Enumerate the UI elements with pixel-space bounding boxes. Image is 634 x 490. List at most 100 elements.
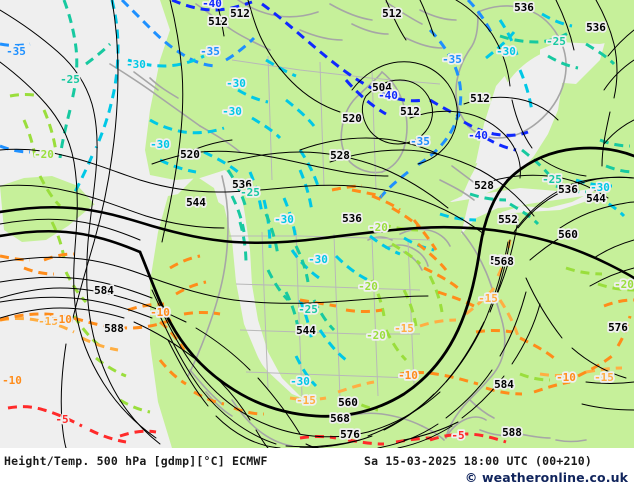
svg-text:560: 560: [558, 228, 578, 241]
svg-text:-30: -30: [126, 58, 146, 71]
svg-text:-30: -30: [590, 181, 610, 194]
forecast-map[interactable]: 512 512 512 512 512 512 536 536 536 536 504 504 512 5…: [0, 0, 634, 448]
svg-text:-30: -30: [126, 58, 146, 71]
svg-text:512: 512: [382, 7, 402, 20]
svg-text:-20: -20: [614, 278, 634, 291]
svg-text:-15: -15: [594, 371, 614, 384]
svg-text:520: 520: [180, 148, 200, 161]
svg-text:-30: -30: [150, 138, 170, 151]
svg-text:584: 584: [494, 378, 514, 391]
political-borders: [228, 55, 441, 399]
temperature-contour-label: -10-10: [554, 369, 577, 386]
svg-text:-10: -10: [556, 371, 576, 384]
svg-text:512: 512: [400, 105, 420, 118]
temperature-contour-label: -30-30: [306, 251, 329, 268]
temperature-contour-label: -30-30: [288, 373, 311, 390]
temperature-contour-label: -10-10: [50, 311, 73, 328]
svg-text:-20: -20: [366, 329, 386, 342]
svg-text:-40: -40: [378, 89, 398, 102]
svg-text:-15: -15: [296, 394, 316, 407]
svg-text:-20: -20: [368, 221, 388, 234]
svg-text:504: 504: [372, 81, 392, 94]
temperature-contour-label: -30-30: [588, 179, 611, 196]
svg-text:-5: -5: [451, 429, 464, 442]
svg-text:588: 588: [104, 322, 124, 335]
svg-text:528: 528: [330, 149, 350, 162]
svg-text:544: 544: [296, 324, 316, 337]
svg-text:584: 584: [94, 284, 114, 297]
svg-text:-30: -30: [290, 375, 310, 388]
svg-text:-40: -40: [468, 129, 488, 142]
svg-text:-30: -30: [274, 213, 294, 226]
svg-text:-15: -15: [394, 322, 414, 335]
svg-text:544: 544: [586, 192, 606, 205]
svg-text:-40: -40: [378, 89, 398, 102]
svg-text:-10: -10: [52, 313, 72, 326]
height-contours: [0, 0, 634, 448]
svg-text:-15: -15: [38, 315, 58, 328]
height-contour-544-bold: [138, 178, 510, 418]
svg-text:-20: -20: [366, 329, 386, 342]
svg-text:-25: -25: [240, 186, 260, 199]
svg-text:568: 568: [490, 254, 510, 267]
svg-text:-15: -15: [478, 292, 498, 305]
isotherm-minus20: [9, 93, 634, 414]
svg-text:-30: -30: [222, 105, 242, 118]
temperature-contour-label: -15-15: [392, 320, 415, 337]
svg-text:-20: -20: [614, 278, 634, 291]
svg-text:-5: -5: [55, 413, 68, 426]
svg-text:-30: -30: [308, 253, 328, 266]
svg-text:-35: -35: [410, 135, 430, 148]
svg-text:568: 568: [330, 412, 350, 425]
svg-text:568: 568: [490, 254, 510, 267]
svg-text:520: 520: [342, 112, 362, 125]
svg-text:-30: -30: [226, 77, 246, 90]
svg-text:-35: -35: [200, 45, 220, 58]
svg-text:-25: -25: [298, 303, 318, 316]
green-land-patches: [150, 0, 634, 448]
svg-text:536: 536: [232, 178, 252, 191]
svg-text:560: 560: [338, 396, 358, 409]
svg-text:-10: -10: [556, 371, 576, 384]
svg-text:-10: -10: [52, 313, 72, 326]
svg-text:-30: -30: [222, 105, 242, 118]
svg-text:-20: -20: [34, 148, 54, 161]
temperature-contour-label: -25-25: [58, 71, 81, 88]
svg-text:536: 536: [342, 212, 362, 225]
temperature-contour-label: -20-20: [32, 146, 55, 163]
svg-text:528: 528: [474, 179, 494, 192]
svg-text:536: 536: [586, 21, 606, 34]
temperature-contour-label: -15-15: [294, 392, 317, 409]
svg-text:512: 512: [230, 7, 250, 20]
svg-text:-35: -35: [442, 53, 462, 66]
svg-text:552: 552: [498, 213, 518, 226]
temperature-contour-label: -30-30: [224, 75, 247, 92]
svg-text:-15: -15: [38, 315, 58, 328]
isotherm-minus10: [0, 184, 634, 416]
svg-text:-25: -25: [546, 35, 566, 48]
svg-text:-25: -25: [542, 173, 562, 186]
svg-text:-35: -35: [442, 53, 462, 66]
temperature-contour-label: -40-40: [466, 127, 489, 144]
svg-text:-10: -10: [150, 306, 170, 319]
svg-text:-30: -30: [496, 45, 516, 58]
temperature-contour-label: -35-35: [408, 133, 431, 150]
svg-text:-30: -30: [150, 138, 170, 151]
svg-text:584: 584: [94, 284, 114, 297]
temperature-contour-label: -20-20: [612, 276, 634, 293]
